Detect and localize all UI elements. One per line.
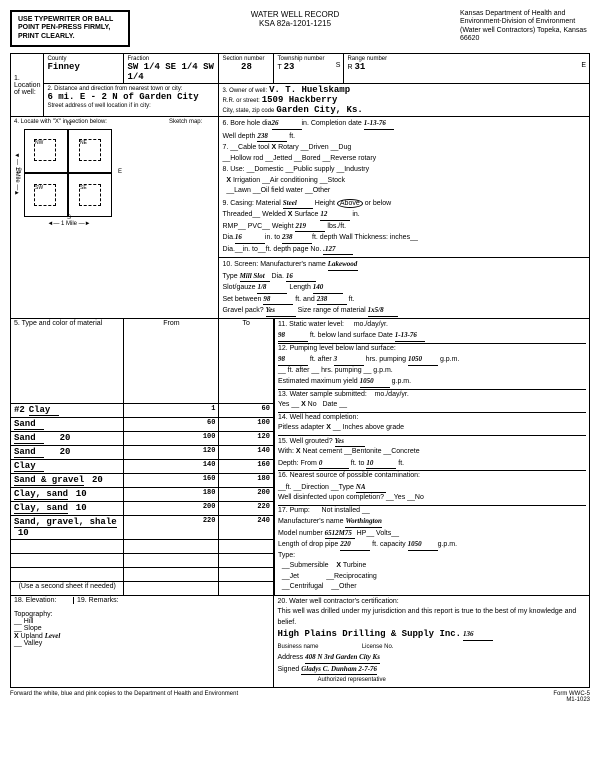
s3-cell: 3. Owner of well: V. T. Huelskamp R.R. o… — [219, 84, 590, 117]
header: USE TYPEWRITER OR BALL POINT PEN-PRESS F… — [10, 10, 590, 47]
instruction-box: USE TYPEWRITER OR BALL POINT PEN-PRESS F… — [10, 10, 130, 47]
s11-17: 11. Static water level: mo./day/yr.98 ft… — [274, 318, 590, 595]
subtitle: KSA 82a-1201-1215 — [251, 19, 340, 28]
section-cell: Section number28 — [219, 54, 274, 84]
s10: 10. Screen: Manufacturer's name Lakewood… — [219, 258, 590, 319]
s6-9: 6. Bore hole dia26in. Completion date 1-… — [219, 117, 590, 258]
title: WATER WELL RECORD — [251, 10, 340, 19]
main-form: 1. Location of well: CountyFinney Fracti… — [10, 53, 590, 688]
range-cell: Range numberR 31 E — [344, 54, 590, 84]
section-sketch: N S◄— 1 Mile —► NW NE SW SE W E — [24, 129, 114, 219]
loc-num: 1. Location of well: — [11, 54, 44, 117]
township-cell: Township numberT 23 S — [274, 54, 344, 84]
s18-19: 18. Elevation: 19. Remarks: Topography:_… — [11, 595, 274, 687]
s20: 20. Water well contractor's certificatio… — [274, 595, 590, 687]
s2-cell: 2. Distance and direction from nearest t… — [44, 84, 219, 117]
fraction-cell: FractionSW 1/4 SE 1/4 SW 1/4 — [124, 54, 219, 84]
header-center: WATER WELL RECORD KSA 82a-1201-1215 — [251, 10, 340, 28]
s4-cell: 4. Locate with "X" in section below: Ske… — [11, 117, 219, 319]
agency: Kansas Department of Health and Environm… — [460, 10, 590, 44]
mat-row: #2 Clay — [11, 403, 124, 417]
s5-hdr: 5. Type and color of material — [11, 318, 124, 403]
county-cell: CountyFinney — [44, 54, 124, 84]
